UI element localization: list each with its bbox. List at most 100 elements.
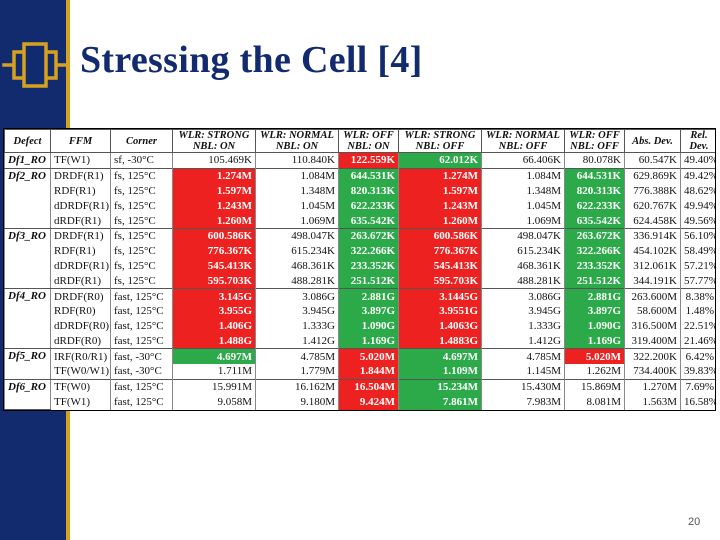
value-cell: 57.21%	[680, 258, 715, 274]
ffm-cell: IRF(R0/R1)	[50, 348, 111, 365]
value-cell: 635.542K	[564, 213, 625, 229]
value-cell: 622.233K	[564, 198, 625, 214]
table-row: dDRDF(R0) fast, 125°C 1.406G 1.333G 1.090G 1.…	[5, 318, 715, 334]
value-cell: 233.352K	[564, 258, 625, 274]
value-cell: 644.531K	[338, 167, 399, 184]
corner-cell: fs, 125°C	[110, 227, 173, 244]
table-row: TF(W0/W1) fast, -30°C 1.711M 1.779M 1.844M 1.…	[5, 364, 715, 380]
table-row: Df2_RO DRDF(R1) fs, 125°C 1.274M 1.084M 644.5…	[4, 167, 715, 229]
value-cell: 7.983M	[481, 394, 565, 410]
value-cell: 4.697M	[172, 348, 256, 365]
value-cell: 776.367K	[172, 243, 256, 259]
value-cell: 251.512K	[338, 273, 399, 289]
value-cell: 3.086G	[481, 288, 565, 304]
value-cell: 595.703K	[398, 273, 482, 289]
value-cell: 57.77%	[680, 273, 715, 289]
value-cell: 1.084M	[481, 167, 565, 184]
value-cell: 1.597M	[172, 183, 256, 199]
value-cell: 2.881G	[564, 288, 625, 304]
table-row: dRDF(R0) fast, 125°C 1.488G 1.412G 1.169G 1.4…	[5, 333, 715, 349]
defect-cell: Df4_RO	[4, 288, 51, 350]
value-cell: 4.785M	[255, 348, 339, 365]
column-header: Corner	[110, 129, 173, 153]
value-cell: 16.58%	[680, 394, 715, 410]
value-cell: 322.266K	[564, 243, 625, 259]
table-row: Df1_RO TF(W1) sf, -30°C 105.469K 110.840K 122…	[4, 152, 715, 169]
value-cell: 336.914K	[624, 227, 681, 244]
ffm-cell: dDRDF(R0)	[50, 318, 111, 334]
value-cell: 498.047K	[481, 227, 565, 244]
corner-cell: fs, 125°C	[110, 258, 173, 274]
value-cell: 49.94%	[680, 198, 715, 214]
value-cell: 49.40%	[680, 152, 715, 169]
circuit-logo-icon	[2, 42, 70, 88]
column-header: Defect	[4, 129, 51, 153]
value-cell: 122.559K	[338, 152, 399, 169]
value-cell: 263.672K	[564, 227, 625, 244]
value-cell: 5.020M	[338, 348, 399, 365]
value-cell: 22.51%	[680, 318, 715, 334]
corner-cell: sf, -30°C	[110, 152, 173, 169]
table-row: Df4_RO DRDF(R0) fast, 125°C 3.145G 3.086G 2.8…	[4, 288, 715, 350]
value-cell: 58.600M	[624, 303, 681, 319]
value-cell: 8.081M	[564, 394, 625, 410]
table-row: Df6_RO TF(W0) fast, 125°C 15.991M 16.162M 16.…	[4, 378, 715, 410]
value-cell: 110.840K	[255, 152, 339, 169]
value-cell: 545.413K	[172, 258, 256, 274]
value-cell: 1.260M	[398, 213, 482, 229]
ffm-cell: DRDF(R0)	[50, 288, 111, 304]
value-cell: 4.785M	[481, 348, 565, 365]
value-cell: 3.145G	[172, 288, 256, 304]
value-cell: 1.243M	[172, 198, 256, 214]
value-cell: 16.162M	[255, 378, 339, 395]
value-cell: 1.844M	[338, 364, 399, 380]
value-cell: 1.169G	[564, 333, 625, 349]
value-cell: 620.767K	[624, 198, 681, 214]
value-cell: 488.281K	[481, 273, 565, 289]
value-cell: 615.234K	[481, 243, 565, 259]
value-cell: 1.145M	[481, 364, 565, 380]
value-cell: 9.424M	[338, 394, 399, 410]
column-header: WLR: NORMAL NBL: OFF	[481, 129, 565, 153]
table-row: dRDF(R1) fs, 125°C 1.260M 1.069M 635.542K 1.2…	[5, 213, 715, 229]
corner-cell: fs, 125°C	[110, 183, 173, 199]
value-cell: 312.061K	[624, 258, 681, 274]
ffm-cell: TF(W1)	[50, 152, 111, 169]
value-cell: 1.348M	[481, 183, 565, 199]
value-cell: 66.406K	[481, 152, 565, 169]
ffm-cell: RDF(R1)	[50, 183, 111, 199]
table-row: dDRDF(R1) fs, 125°C 1.243M 1.045M 622.233K 1.…	[5, 198, 715, 214]
value-cell: 21.46%	[680, 333, 715, 349]
value-cell: 624.458K	[624, 213, 681, 229]
value-cell: 15.234M	[398, 378, 482, 395]
value-cell: 1.109M	[398, 364, 482, 380]
value-cell: 7.69%	[680, 378, 715, 395]
value-cell: 322.200K	[624, 348, 681, 365]
value-cell: 3.1445G	[398, 288, 482, 304]
defect-cell: Df2_RO	[4, 167, 51, 229]
value-cell: 622.233K	[338, 198, 399, 214]
column-header: Abs. Dev.	[624, 129, 681, 153]
ffm-cell: RDF(R0)	[50, 303, 111, 319]
value-cell: 1.406G	[172, 318, 256, 334]
value-cell: 1.274M	[398, 167, 482, 184]
value-cell: 1.4063G	[398, 318, 482, 334]
value-cell: 4.697M	[398, 348, 482, 365]
value-cell: 776.367K	[398, 243, 482, 259]
value-cell: 7.861M	[398, 394, 482, 410]
corner-cell: fast, 125°C	[110, 303, 173, 319]
value-cell: 1.243M	[398, 198, 482, 214]
value-cell: 1.333G	[255, 318, 339, 334]
ffm-cell: dRDF(R1)	[50, 273, 111, 289]
value-cell: 615.234K	[255, 243, 339, 259]
ffm-cell: DRDF(R1)	[50, 167, 111, 184]
value-cell: 233.352K	[338, 258, 399, 274]
value-cell: 58.49%	[680, 243, 715, 259]
ffm-cell: dRDF(R1)	[50, 213, 111, 229]
value-cell: 1.262M	[564, 364, 625, 380]
slide-title: Stressing the Cell [4]	[80, 39, 423, 81]
value-cell: 1.333G	[481, 318, 565, 334]
value-cell: 80.078K	[564, 152, 625, 169]
value-cell: 39.83%	[680, 364, 715, 380]
value-cell: 1.4883G	[398, 333, 482, 349]
